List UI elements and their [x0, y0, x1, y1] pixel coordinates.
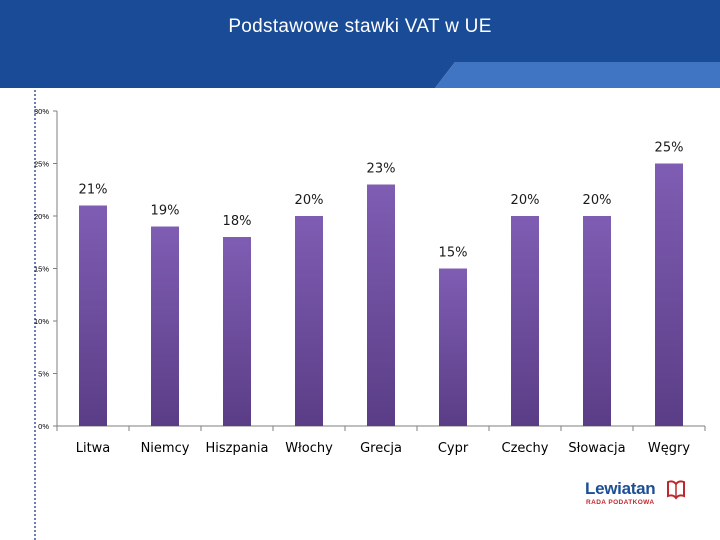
header-band: Podstawowe stawki VAT w UE: [0, 0, 720, 90]
y-tick-label: 25%: [34, 160, 49, 169]
data-label: 18%: [223, 214, 252, 229]
y-tick-label: 15%: [34, 265, 49, 274]
book-mark-icon: [667, 480, 685, 500]
x-tick-label: Węgry: [648, 441, 690, 456]
data-label: 25%: [655, 141, 684, 156]
data-label: 21%: [79, 183, 108, 198]
x-tick-label: Hiszpania: [205, 441, 268, 456]
x-tick-label: Grecja: [360, 441, 402, 456]
x-tick-label: Słowacja: [568, 441, 625, 456]
bar-włochy: [295, 216, 323, 426]
bar-grecja: [367, 184, 395, 426]
x-tick-label: Włochy: [285, 441, 333, 456]
bar-słowacja: [583, 216, 611, 426]
data-label: 19%: [151, 204, 180, 219]
y-tick-label: 5%: [38, 370, 49, 379]
data-label: 23%: [367, 162, 396, 177]
page-title: Podstawowe stawki VAT w UE: [228, 16, 492, 37]
chart-labels: 21% Litwa 19% Niemcy 18% Hiszpania 20% Włochy 23…: [76, 141, 691, 457]
y-tick-label: 0%: [38, 422, 49, 431]
lewiatan-logo: Lewiatan RADA PODATKOWA: [585, 479, 695, 509]
chart-bars: [79, 163, 683, 426]
logo-subtitle: RADA PODATKOWA: [586, 499, 655, 506]
data-label: 20%: [511, 193, 540, 208]
header-background: [0, 0, 720, 88]
y-tick-label: 30%: [34, 107, 49, 116]
bar-niemcy: [151, 226, 179, 426]
dotted-divider: [34, 90, 36, 540]
bar-litwa: [79, 205, 107, 426]
data-label: 15%: [439, 246, 468, 261]
bar-cypr: [439, 268, 467, 426]
y-tick-label: 10%: [34, 317, 49, 326]
x-tick-label: Cypr: [438, 441, 469, 456]
x-tick-label: Litwa: [76, 441, 111, 456]
y-tick-label: 20%: [34, 212, 49, 221]
bar-węgry: [655, 163, 683, 426]
data-label: 20%: [295, 193, 324, 208]
x-tick-label: Czechy: [502, 441, 549, 456]
x-tick-label: Niemcy: [141, 441, 190, 456]
bar-czechy: [511, 216, 539, 426]
logo-name: Lewiatan: [585, 479, 656, 498]
bar-hiszpania: [223, 237, 251, 426]
data-label: 20%: [583, 193, 612, 208]
